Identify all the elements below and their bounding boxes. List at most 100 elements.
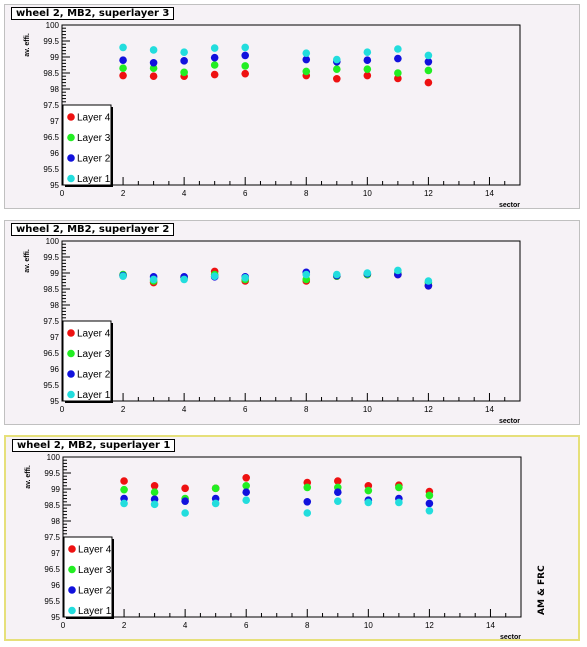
chart-svg-superlayer-3: 95 95.5 96 96.5 97 97.5 98 98.5 99 99.5 100 0 2 4 6 8 10…: [24, 21, 521, 209]
x-tick-label: 12: [424, 405, 433, 414]
data-point: [149, 72, 158, 80]
legend-label: Layer 1: [78, 606, 112, 617]
data-point: [394, 74, 402, 83]
legend-box: [63, 536, 113, 618]
legend-marker: [68, 565, 76, 574]
data-point: [364, 498, 373, 507]
chart-pad-superlayer-1[interactable]: 95 95.5 96 96.5 97 97.5 98 98.5 99 99.5 100 0 2 4 6 8 10…: [4, 435, 580, 641]
x-tick-label: 10: [363, 405, 372, 414]
y-tick-label: 100: [47, 453, 61, 462]
x-tick-label: 14: [486, 621, 495, 630]
x-tick-label: 0: [60, 189, 65, 198]
x-tick-label: 6: [243, 405, 248, 414]
y-tick-label: 95: [50, 181, 59, 190]
y-tick-label: 97: [50, 333, 59, 342]
y-tick-label: 95.5: [43, 381, 59, 390]
y-tick-label: 99.5: [43, 37, 59, 46]
y-tick-label: 97.5: [43, 317, 59, 326]
x-tick-label: 12: [424, 189, 433, 198]
y-tick-label: 96.5: [43, 349, 59, 358]
y-tick-label: 98: [50, 85, 59, 94]
x-tick-label: 6: [243, 189, 248, 198]
y-tick-label: 100: [46, 237, 60, 246]
y-tick-label: 98.5: [43, 285, 59, 294]
y-tick-label: 98: [51, 517, 60, 526]
data-point: [363, 71, 372, 80]
chart-pad-superlayer-3[interactable]: 95 95.5 96 96.5 97 97.5 98 98.5 99 99.5 100 0 2 4 6 8 10…: [4, 4, 580, 209]
data-point: [181, 509, 189, 517]
data-point: [241, 274, 249, 282]
y-tick-label: 96: [50, 365, 59, 374]
legend-label: Layer 3: [77, 349, 111, 360]
data-point: [242, 474, 250, 482]
data-point: [303, 509, 312, 517]
data-point: [180, 68, 188, 77]
y-tick-label: 97: [51, 549, 60, 558]
legend-marker: [67, 390, 75, 399]
x-axis-label: sector: [500, 634, 521, 641]
chart-svg-superlayer-1: 95 95.5 96 96.5 97 97.5 98 98.5 99 99.5 100 0 2 4 6 8 10…: [25, 453, 522, 641]
data-point: [210, 70, 219, 79]
y-axis-label: av. effi.: [25, 465, 32, 489]
plot-frame: [61, 24, 521, 186]
data-point: [242, 496, 250, 504]
legend-label: Layer 2: [77, 154, 111, 165]
data-point: [241, 62, 249, 70]
data-point: [425, 491, 434, 500]
data-point: [119, 272, 127, 280]
data-point: [303, 498, 312, 506]
y-tick-label: 95.5: [44, 597, 60, 606]
data-point: [394, 54, 402, 63]
y-tick-label: 98.5: [43, 69, 59, 78]
legend-label: Layer 3: [77, 133, 111, 144]
data-point: [181, 497, 189, 505]
data-point: [211, 499, 220, 508]
legend-label: Layer 1: [77, 390, 111, 401]
chart-pad-superlayer-2[interactable]: 95 95.5 96 96.5 97 97.5 98 98.5 99 99.5 100 0 2 4 6 8 10…: [4, 220, 580, 425]
data-point: [364, 486, 373, 495]
x-tick-label: 8: [305, 621, 310, 630]
chart-title: wheel 2, MB2, superlayer 3: [11, 7, 175, 20]
y-tick-label: 97.5: [44, 533, 60, 542]
x-tick-label: 2: [121, 189, 126, 198]
x-tick-label: 0: [61, 621, 66, 630]
y-tick-label: 99.5: [43, 253, 59, 262]
plot-frame: [61, 240, 521, 402]
data-point: [425, 499, 434, 508]
legend-label: Layer 4: [77, 329, 111, 340]
data-point: [149, 64, 158, 72]
legend-label: Layer 4: [77, 113, 111, 124]
x-tick-label: 10: [363, 189, 372, 198]
y-tick-label: 100: [46, 21, 60, 30]
side-label: AM & FRC: [537, 565, 547, 615]
x-axis-label: sector: [499, 418, 520, 425]
data-point: [334, 477, 342, 485]
x-tick-label: 12: [425, 621, 434, 630]
data-point: [394, 45, 402, 53]
x-tick-label: 8: [304, 405, 309, 414]
y-tick-label: 95: [51, 613, 60, 622]
data-point: [120, 499, 128, 508]
legend-marker: [67, 133, 75, 142]
y-tick-label: 95: [50, 397, 59, 406]
x-tick-label: 4: [182, 405, 187, 414]
y-tick-label: 99.5: [44, 469, 60, 478]
legend-marker: [67, 370, 75, 378]
data-point: [150, 488, 159, 496]
y-tick-label: 96.5: [43, 133, 59, 142]
data-point: [241, 69, 249, 78]
x-tick-label: 8: [304, 189, 309, 198]
data-point: [210, 53, 219, 62]
y-tick-label: 95.5: [43, 165, 59, 174]
data-point: [334, 497, 342, 505]
data-point: [363, 65, 372, 73]
data-point: [424, 58, 433, 66]
data-point: [333, 74, 341, 83]
legend-label: Layer 3: [78, 565, 112, 576]
legend-marker: [67, 329, 75, 337]
legend-marker: [67, 349, 75, 358]
data-point: [180, 48, 188, 56]
plot-frame: [62, 456, 522, 618]
legend-label: Layer 1: [77, 174, 111, 185]
legend-marker: [68, 586, 76, 594]
